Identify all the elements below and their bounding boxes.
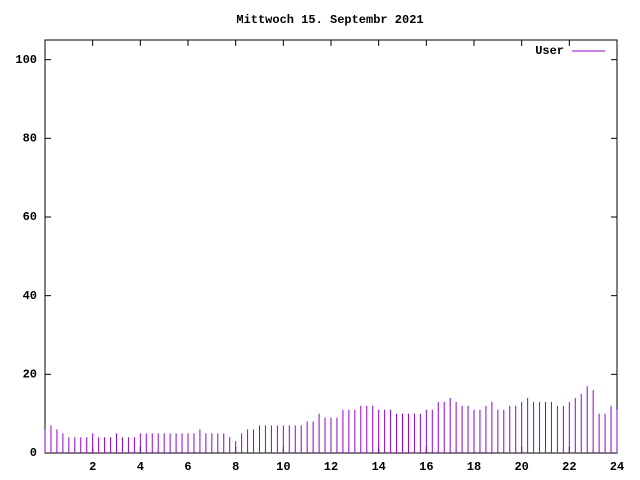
y-tick-label: 60	[23, 210, 37, 224]
y-tick-label: 80	[23, 132, 37, 146]
x-tick-label: 22	[562, 460, 576, 474]
x-tick-label: 10	[276, 460, 290, 474]
x-tick-label: 20	[514, 460, 528, 474]
x-tick-label: 6	[184, 460, 191, 474]
x-tick-label: 18	[467, 460, 481, 474]
x-tick-label: 8	[232, 460, 239, 474]
x-tick-label: 24	[610, 460, 624, 474]
y-tick-label: 20	[23, 368, 37, 382]
x-tick-label: 12	[324, 460, 338, 474]
y-tick-label: 0	[30, 446, 37, 460]
legend-label: User	[535, 44, 564, 58]
y-tick-label: 100	[15, 53, 37, 67]
x-tick-label: 2	[89, 460, 96, 474]
chart-title: Mittwoch 15. Septembr 2021	[236, 13, 423, 27]
y-tick-label: 40	[23, 289, 37, 303]
x-tick-label: 14	[371, 460, 385, 474]
x-tick-label: 4	[137, 460, 144, 474]
x-tick-label: 16	[419, 460, 433, 474]
